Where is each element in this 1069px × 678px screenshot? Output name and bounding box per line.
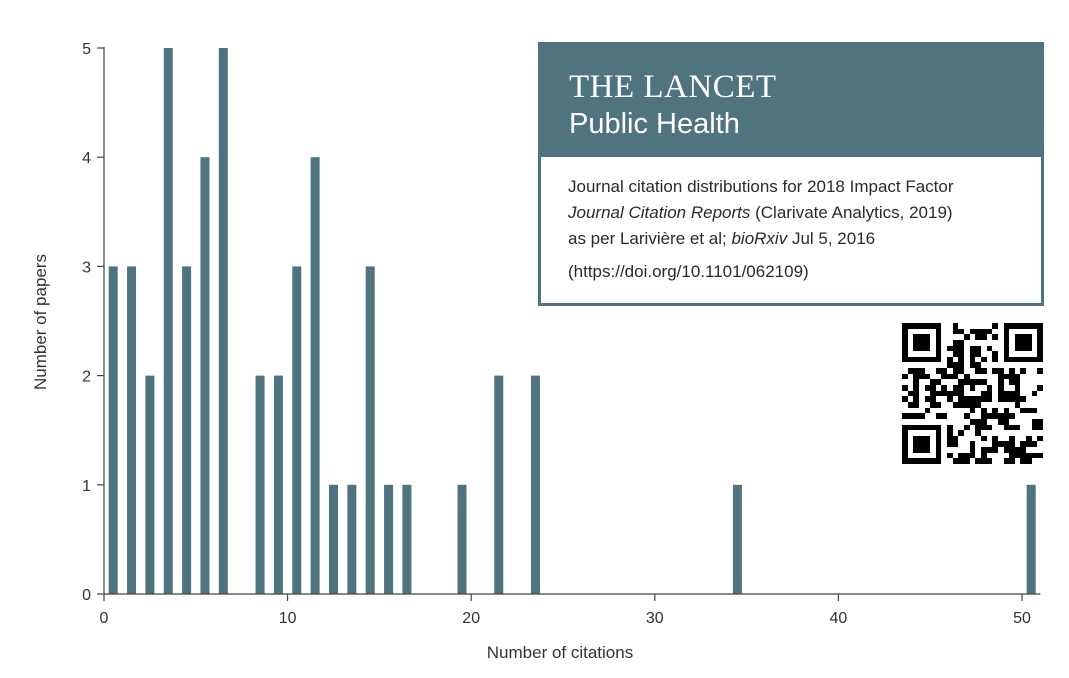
bar-21	[494, 375, 504, 594]
journal-title: THE LANCET	[569, 69, 777, 105]
bar-10	[292, 266, 302, 594]
bar-8	[255, 375, 265, 594]
bar-6	[218, 48, 228, 594]
bar-5	[200, 157, 210, 594]
bar-15	[384, 484, 394, 594]
y-tick-label-0: 0	[82, 587, 91, 604]
y-axis-title: Number of papers	[31, 254, 50, 390]
lancet-header: THE LANCET Public Health	[541, 45, 1041, 157]
y-tick-label-2: 2	[82, 369, 91, 386]
description-line-3: as per Larivière et al; bioRxiv Jul 5, 2…	[568, 226, 1041, 252]
bar-12	[329, 484, 338, 594]
y-tick-label-5: 5	[82, 41, 91, 58]
bar-13	[347, 484, 357, 594]
bar-16	[402, 484, 412, 594]
bar-50	[1026, 484, 1036, 594]
axes-group: 0 10 20 30 40 50 0 1 2 3 4 5	[82, 41, 1041, 627]
description-line-2: Journal Citation Reports (Clarivate Anal…	[568, 200, 1041, 226]
jcr-source: (Clarivate Analytics, 2019)	[750, 203, 953, 222]
lancet-info-box: THE LANCET Public Health Journal citatio…	[538, 42, 1044, 306]
doi-link[interactable]: (https://doi.org/10.1101/062109)	[568, 262, 809, 281]
bar-2	[145, 375, 155, 594]
bar-34	[732, 484, 742, 594]
bar-11	[310, 157, 320, 594]
bar-23	[530, 375, 540, 594]
bar-9	[273, 375, 283, 594]
y-tick-label-4: 4	[82, 150, 91, 167]
bar-3	[163, 48, 173, 594]
journal-subtitle: Public Health	[569, 108, 740, 140]
biorxiv-name: bioRxiv	[731, 229, 788, 248]
x-tick-label-20: 20	[462, 610, 480, 627]
bars-group	[108, 48, 1036, 594]
jcr-name: Journal Citation Reports	[568, 203, 751, 222]
bar-4	[182, 266, 192, 594]
qr-code-icon[interactable]	[902, 323, 1043, 464]
x-tick-label-10: 10	[279, 610, 297, 627]
lariviere-ref: as per Larivière et al;	[568, 229, 732, 248]
description-line-1: Journal citation distributions for 2018 …	[568, 177, 954, 196]
y-tick-label-1: 1	[82, 478, 91, 495]
x-axis-title: Number of citations	[487, 643, 633, 662]
bar-1	[127, 266, 137, 594]
x-tick-label-50: 50	[1013, 610, 1031, 627]
bar-19	[457, 484, 467, 594]
bar-14	[365, 266, 375, 594]
lancet-description: Journal citation distributions for 2018 …	[541, 157, 1041, 285]
x-tick-label-0: 0	[100, 610, 109, 627]
y-tick-label-3: 3	[82, 259, 91, 276]
bar-0	[108, 266, 118, 594]
x-tick-label-30: 30	[646, 610, 664, 627]
biorxiv-date: Jul 5, 2016	[787, 229, 876, 248]
x-tick-label-40: 40	[830, 610, 848, 627]
